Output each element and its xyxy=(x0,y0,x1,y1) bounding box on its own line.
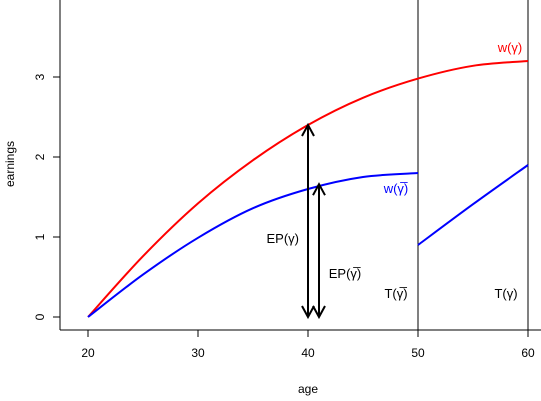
annotation-ep-gamma: EP(γ) xyxy=(267,231,300,246)
y-tick-label-1: 1 xyxy=(33,233,47,240)
annotation-t-gamma: T(γ) xyxy=(494,286,517,301)
x-tick-label-30: 30 xyxy=(191,346,205,360)
x-tick-label-60: 60 xyxy=(521,346,535,360)
x-tick-label-20: 20 xyxy=(81,346,95,360)
annotation-w-gamma-bar: w(γ̅) xyxy=(383,181,409,196)
y-tick-label-2: 2 xyxy=(33,153,47,160)
y-tick-label-0: 0 xyxy=(33,313,47,320)
arrows-group xyxy=(301,122,326,320)
series-line-1 xyxy=(87,172,419,318)
series-line-2 xyxy=(417,164,529,246)
arrow-head-top-1 xyxy=(312,182,326,196)
annotation-t-gamma-bar: T(γ̅) xyxy=(384,286,407,301)
y-tick-label-3: 3 xyxy=(33,73,47,80)
arrow-head-bottom-1 xyxy=(312,305,326,320)
labels-group: age earnings w(γ) w(γ̅) EP(γ) EP(γ̅) T(γ… xyxy=(3,40,522,396)
annotation-ep-gamma-bar: EP(γ̅) xyxy=(329,266,362,281)
arrow-head-bottom-0 xyxy=(301,305,315,320)
y-axis-label: earnings xyxy=(3,141,17,187)
arrow-head-top-0 xyxy=(301,122,315,137)
series-group xyxy=(87,60,529,318)
x-axis-label: age xyxy=(298,382,318,396)
series-line-0 xyxy=(87,60,529,318)
axes-group: 20 30 40 50 60 0 1 2 3 xyxy=(33,0,541,360)
x-tick-label-40: 40 xyxy=(301,346,315,360)
annotation-w-gamma: w(γ) xyxy=(497,40,523,55)
x-tick-label-50: 50 xyxy=(411,346,425,360)
